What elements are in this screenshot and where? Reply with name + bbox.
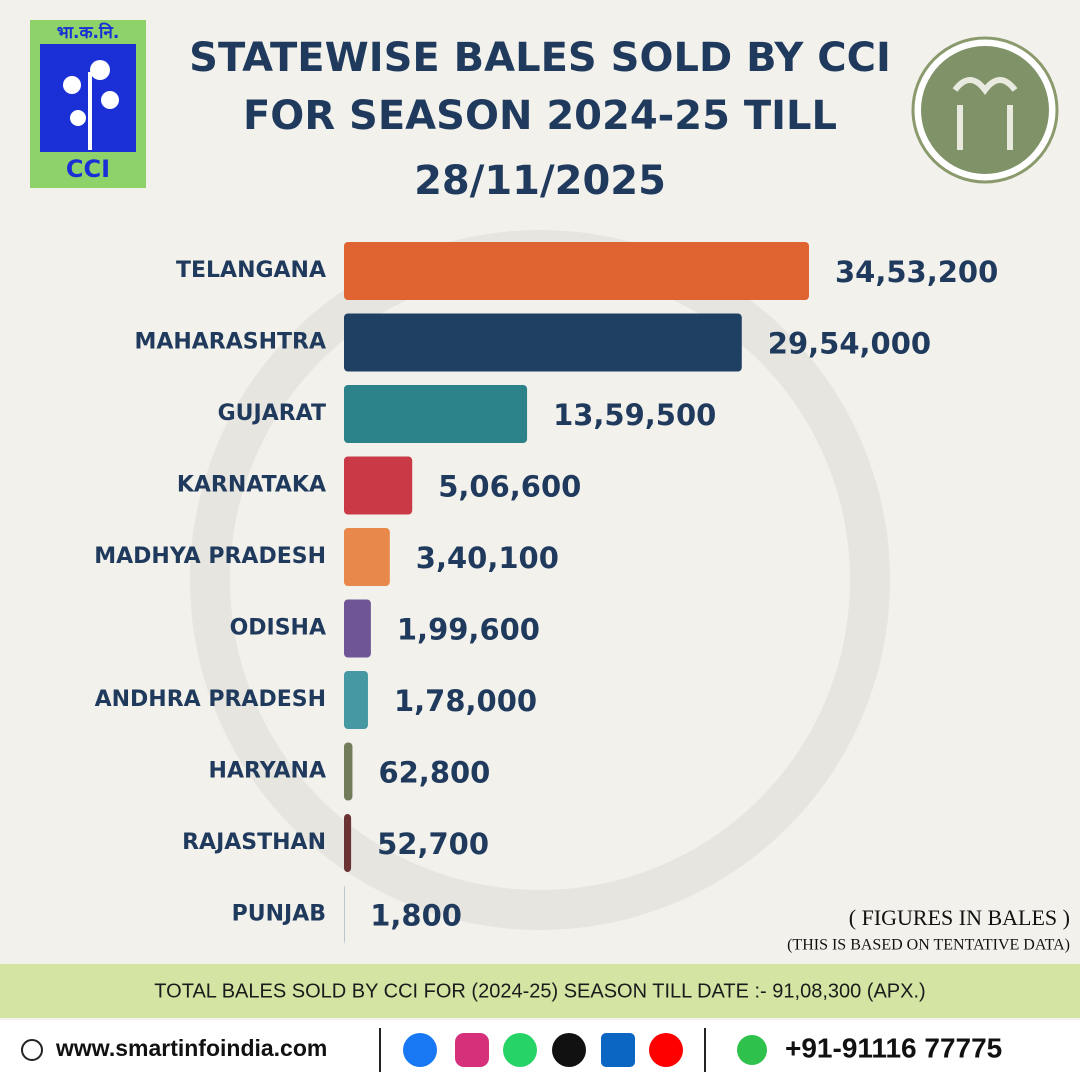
value-label: 52,700 — [377, 827, 489, 861]
value-label: 29,54,000 — [768, 327, 931, 361]
logo-text: भा.क.नि. — [57, 22, 120, 43]
bar — [344, 600, 371, 658]
bar — [344, 242, 809, 300]
value-label: 3,40,100 — [416, 541, 559, 575]
website[interactable]: www.smartinfoindia.com — [55, 1035, 327, 1061]
category-label: GUJARAT — [218, 401, 326, 426]
value-label: 1,99,600 — [397, 613, 540, 647]
bar — [344, 385, 527, 443]
bar — [344, 671, 368, 729]
category-label: TELANGANA — [176, 258, 326, 283]
category-label: MAHARASHTRA — [134, 330, 326, 355]
facebook-icon[interactable] — [403, 1033, 437, 1067]
category-label: KARNATAKA — [177, 473, 326, 498]
phone[interactable]: +91-91116 77775 — [785, 1032, 1002, 1063]
value-label: 34,53,200 — [835, 255, 998, 289]
note: ( FIGURES IN BALES ) — [849, 905, 1070, 930]
category-label: ANDHRA PRADESH — [95, 687, 326, 712]
logo-name: CCI — [66, 155, 110, 183]
category-label: HARYANA — [209, 759, 326, 784]
category-label: MADHYA PRADESH — [94, 544, 326, 569]
whatsapp-icon[interactable] — [503, 1033, 537, 1067]
sis-logo-inner — [921, 46, 1049, 174]
category-label: PUNJAB — [232, 902, 326, 927]
banner: TOTAL BALES SOLD BY CCI FOR (2024-25) SE… — [154, 980, 925, 1002]
chart-subtitle: 28/11/2025 — [414, 158, 666, 204]
youtube-icon[interactable] — [649, 1033, 683, 1067]
phone-icon — [737, 1035, 767, 1065]
note: (THIS IS BASED ON TENTATIVE DATA) — [787, 937, 1070, 954]
bar — [344, 457, 412, 515]
category-label: RAJASTHAN — [182, 830, 326, 855]
bar — [344, 814, 351, 872]
bar — [344, 314, 742, 372]
bar — [344, 743, 352, 801]
instagram-icon[interactable] — [455, 1033, 489, 1067]
linkedin-icon[interactable] — [601, 1033, 635, 1067]
value-label: 62,800 — [378, 756, 490, 790]
value-label: 5,06,600 — [438, 470, 581, 504]
value-label: 13,59,500 — [553, 398, 716, 432]
bar — [344, 528, 390, 586]
value-label: 1,800 — [370, 899, 462, 933]
value-label: 1,78,000 — [394, 684, 537, 718]
x-icon[interactable] — [552, 1033, 586, 1067]
category-label: ODISHA — [230, 616, 326, 641]
